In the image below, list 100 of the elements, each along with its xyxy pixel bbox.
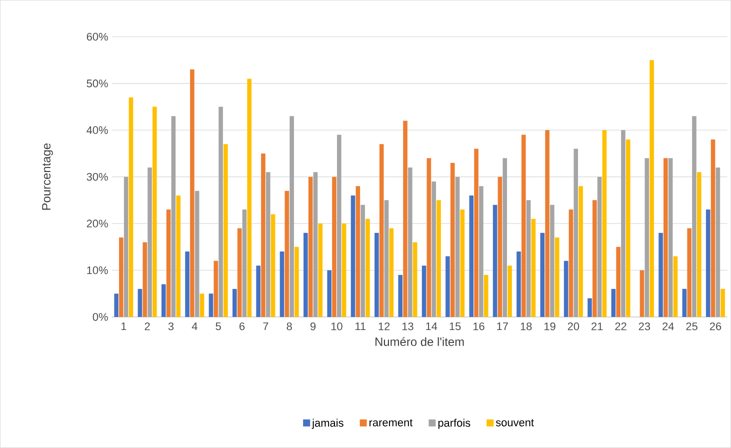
y-tick-label: 60% xyxy=(86,32,108,41)
x-tick-label: 24 xyxy=(662,322,674,330)
bar xyxy=(200,294,204,318)
bar xyxy=(247,78,252,318)
x-tick-label: 16 xyxy=(473,322,484,330)
bar xyxy=(658,233,663,318)
x-axis-title: Numéro de l'item xyxy=(376,337,464,346)
bar xyxy=(484,275,488,318)
bar xyxy=(379,144,384,318)
bar xyxy=(242,210,247,318)
bar xyxy=(366,218,370,318)
y-tick-label: 40% xyxy=(86,126,108,134)
bar xyxy=(531,218,536,318)
legend-label: rarement xyxy=(370,419,413,426)
bar xyxy=(270,214,276,318)
y-tick-label: 20% xyxy=(86,220,108,228)
bar xyxy=(261,154,266,318)
bar xyxy=(469,196,474,318)
bar xyxy=(616,247,620,318)
bar xyxy=(318,224,323,318)
bar xyxy=(687,228,692,318)
bar xyxy=(214,261,218,318)
x-tick-label: 9 xyxy=(310,322,316,330)
x-tick-label: 15 xyxy=(450,322,461,330)
bar xyxy=(455,176,460,318)
x-tick-label: 1 xyxy=(121,322,126,330)
bar xyxy=(521,134,526,318)
bar xyxy=(336,134,342,318)
bar xyxy=(574,148,578,318)
bar xyxy=(412,242,418,318)
bar xyxy=(185,252,190,318)
bar xyxy=(706,210,710,318)
bar xyxy=(171,116,176,318)
bar xyxy=(256,266,260,318)
bar xyxy=(432,182,436,318)
bar xyxy=(564,261,568,318)
bar xyxy=(280,252,284,318)
bar xyxy=(266,172,270,318)
bar xyxy=(545,130,550,318)
bar xyxy=(720,289,725,318)
bar xyxy=(176,196,180,318)
legend-label: parfois xyxy=(438,418,470,430)
x-tick-label: 2 xyxy=(144,322,150,330)
bar xyxy=(403,120,408,318)
bar xyxy=(342,224,346,318)
x-tick-label: 23 xyxy=(638,322,650,330)
x-tick-label: 11 xyxy=(356,322,366,330)
bar xyxy=(516,252,521,318)
bar xyxy=(356,186,360,318)
bar xyxy=(161,284,166,318)
bar xyxy=(290,116,294,318)
bar xyxy=(218,106,223,318)
bar xyxy=(208,294,214,318)
bar xyxy=(294,247,299,318)
bar xyxy=(389,228,394,318)
bar xyxy=(446,256,450,318)
y-tick-label: 0% xyxy=(92,313,108,321)
bar xyxy=(626,140,630,318)
bar xyxy=(332,176,336,318)
x-tick-label: 12 xyxy=(378,322,390,330)
bar xyxy=(673,256,678,318)
bar xyxy=(166,210,171,318)
bar xyxy=(640,270,644,318)
bar xyxy=(550,204,554,318)
x-tick-label: 7 xyxy=(263,322,268,330)
y-axis-title: Pourcentage xyxy=(42,144,53,210)
y-tick-label: 30% xyxy=(86,173,108,181)
x-tick-label: 21 xyxy=(592,322,603,330)
bar xyxy=(148,168,152,318)
bar xyxy=(611,289,616,318)
bar xyxy=(597,176,602,318)
bar xyxy=(124,176,128,318)
x-tick-label: 25 xyxy=(686,322,698,330)
x-tick-label: 26 xyxy=(710,322,722,330)
bar xyxy=(460,210,465,318)
bar xyxy=(568,210,574,318)
legend-label: souvent xyxy=(496,419,534,426)
y-tick-label: 50% xyxy=(86,80,108,88)
bar xyxy=(479,186,484,318)
bar xyxy=(588,298,592,318)
y-tick-label: 10% xyxy=(87,266,108,274)
bar xyxy=(692,116,696,318)
bar xyxy=(327,270,332,318)
bar xyxy=(374,233,379,318)
bar xyxy=(716,168,720,318)
x-tick-label: 4 xyxy=(192,322,198,330)
bar xyxy=(384,200,389,318)
bar xyxy=(422,266,426,318)
bar xyxy=(119,238,124,318)
bar xyxy=(350,196,356,318)
bar xyxy=(508,266,512,318)
x-tick-label: 17 xyxy=(497,322,508,330)
bar xyxy=(668,158,673,318)
bar xyxy=(232,289,237,318)
bar xyxy=(664,158,668,318)
bar xyxy=(194,190,200,318)
bar xyxy=(710,140,716,318)
bar xyxy=(224,144,228,318)
bar xyxy=(621,130,626,318)
bar xyxy=(308,176,313,318)
